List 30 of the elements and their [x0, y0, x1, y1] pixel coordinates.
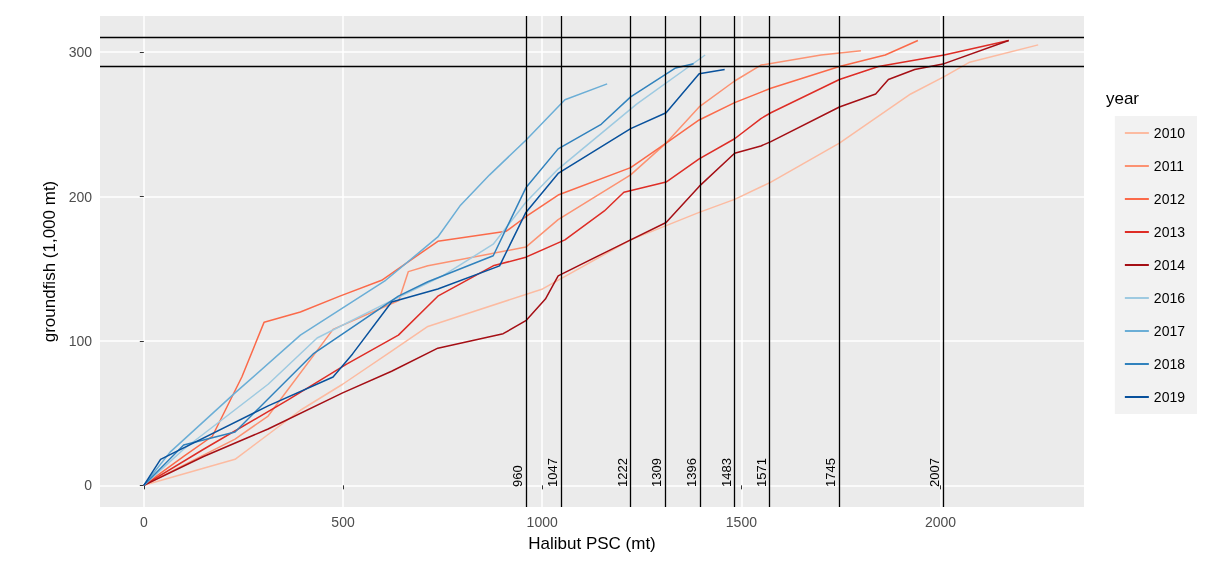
y-tick-label: 0	[84, 477, 93, 494]
x-tick-label: 500	[331, 514, 355, 530]
ref-line-label: 2007	[927, 458, 943, 487]
y-tick-label: 100	[68, 332, 93, 349]
legend-label: 2016	[1153, 290, 1186, 306]
x-tick-label: 2000	[925, 514, 957, 530]
legend-label: 2018	[1153, 356, 1186, 372]
ref-line-label: 1047	[544, 458, 560, 487]
legend-label: 2012	[1153, 191, 1186, 207]
legend-label: 2014	[1153, 257, 1186, 273]
legend-title: year	[1105, 89, 1140, 108]
x-tick-label: 0	[139, 514, 148, 530]
y-tick-label: 300	[68, 44, 93, 61]
y-tick-label: 200	[68, 188, 93, 205]
y-axis-title: groundfish (1,000 mt)	[39, 180, 59, 343]
ref-line-label: 960	[510, 465, 526, 487]
legend-label: 2013	[1153, 224, 1186, 240]
ref-line-label: 1222	[614, 458, 630, 487]
ref-line-label: 1571	[753, 458, 769, 487]
ref-line-label: 1309	[649, 458, 665, 487]
legend-label: 2019	[1153, 389, 1186, 405]
x-tick-label: 1000	[526, 514, 558, 530]
x-axis-title: Halibut PSC (mt)	[528, 534, 656, 553]
legend-label: 2010	[1153, 125, 1186, 141]
ref-line-label: 1483	[718, 458, 734, 487]
x-tick-label: 1500	[725, 514, 758, 530]
legend-label: 2011	[1153, 158, 1185, 174]
ref-line-label: 1396	[683, 458, 699, 487]
legend-label: 2017	[1153, 323, 1186, 339]
ref-line-label: 1745	[823, 458, 838, 487]
